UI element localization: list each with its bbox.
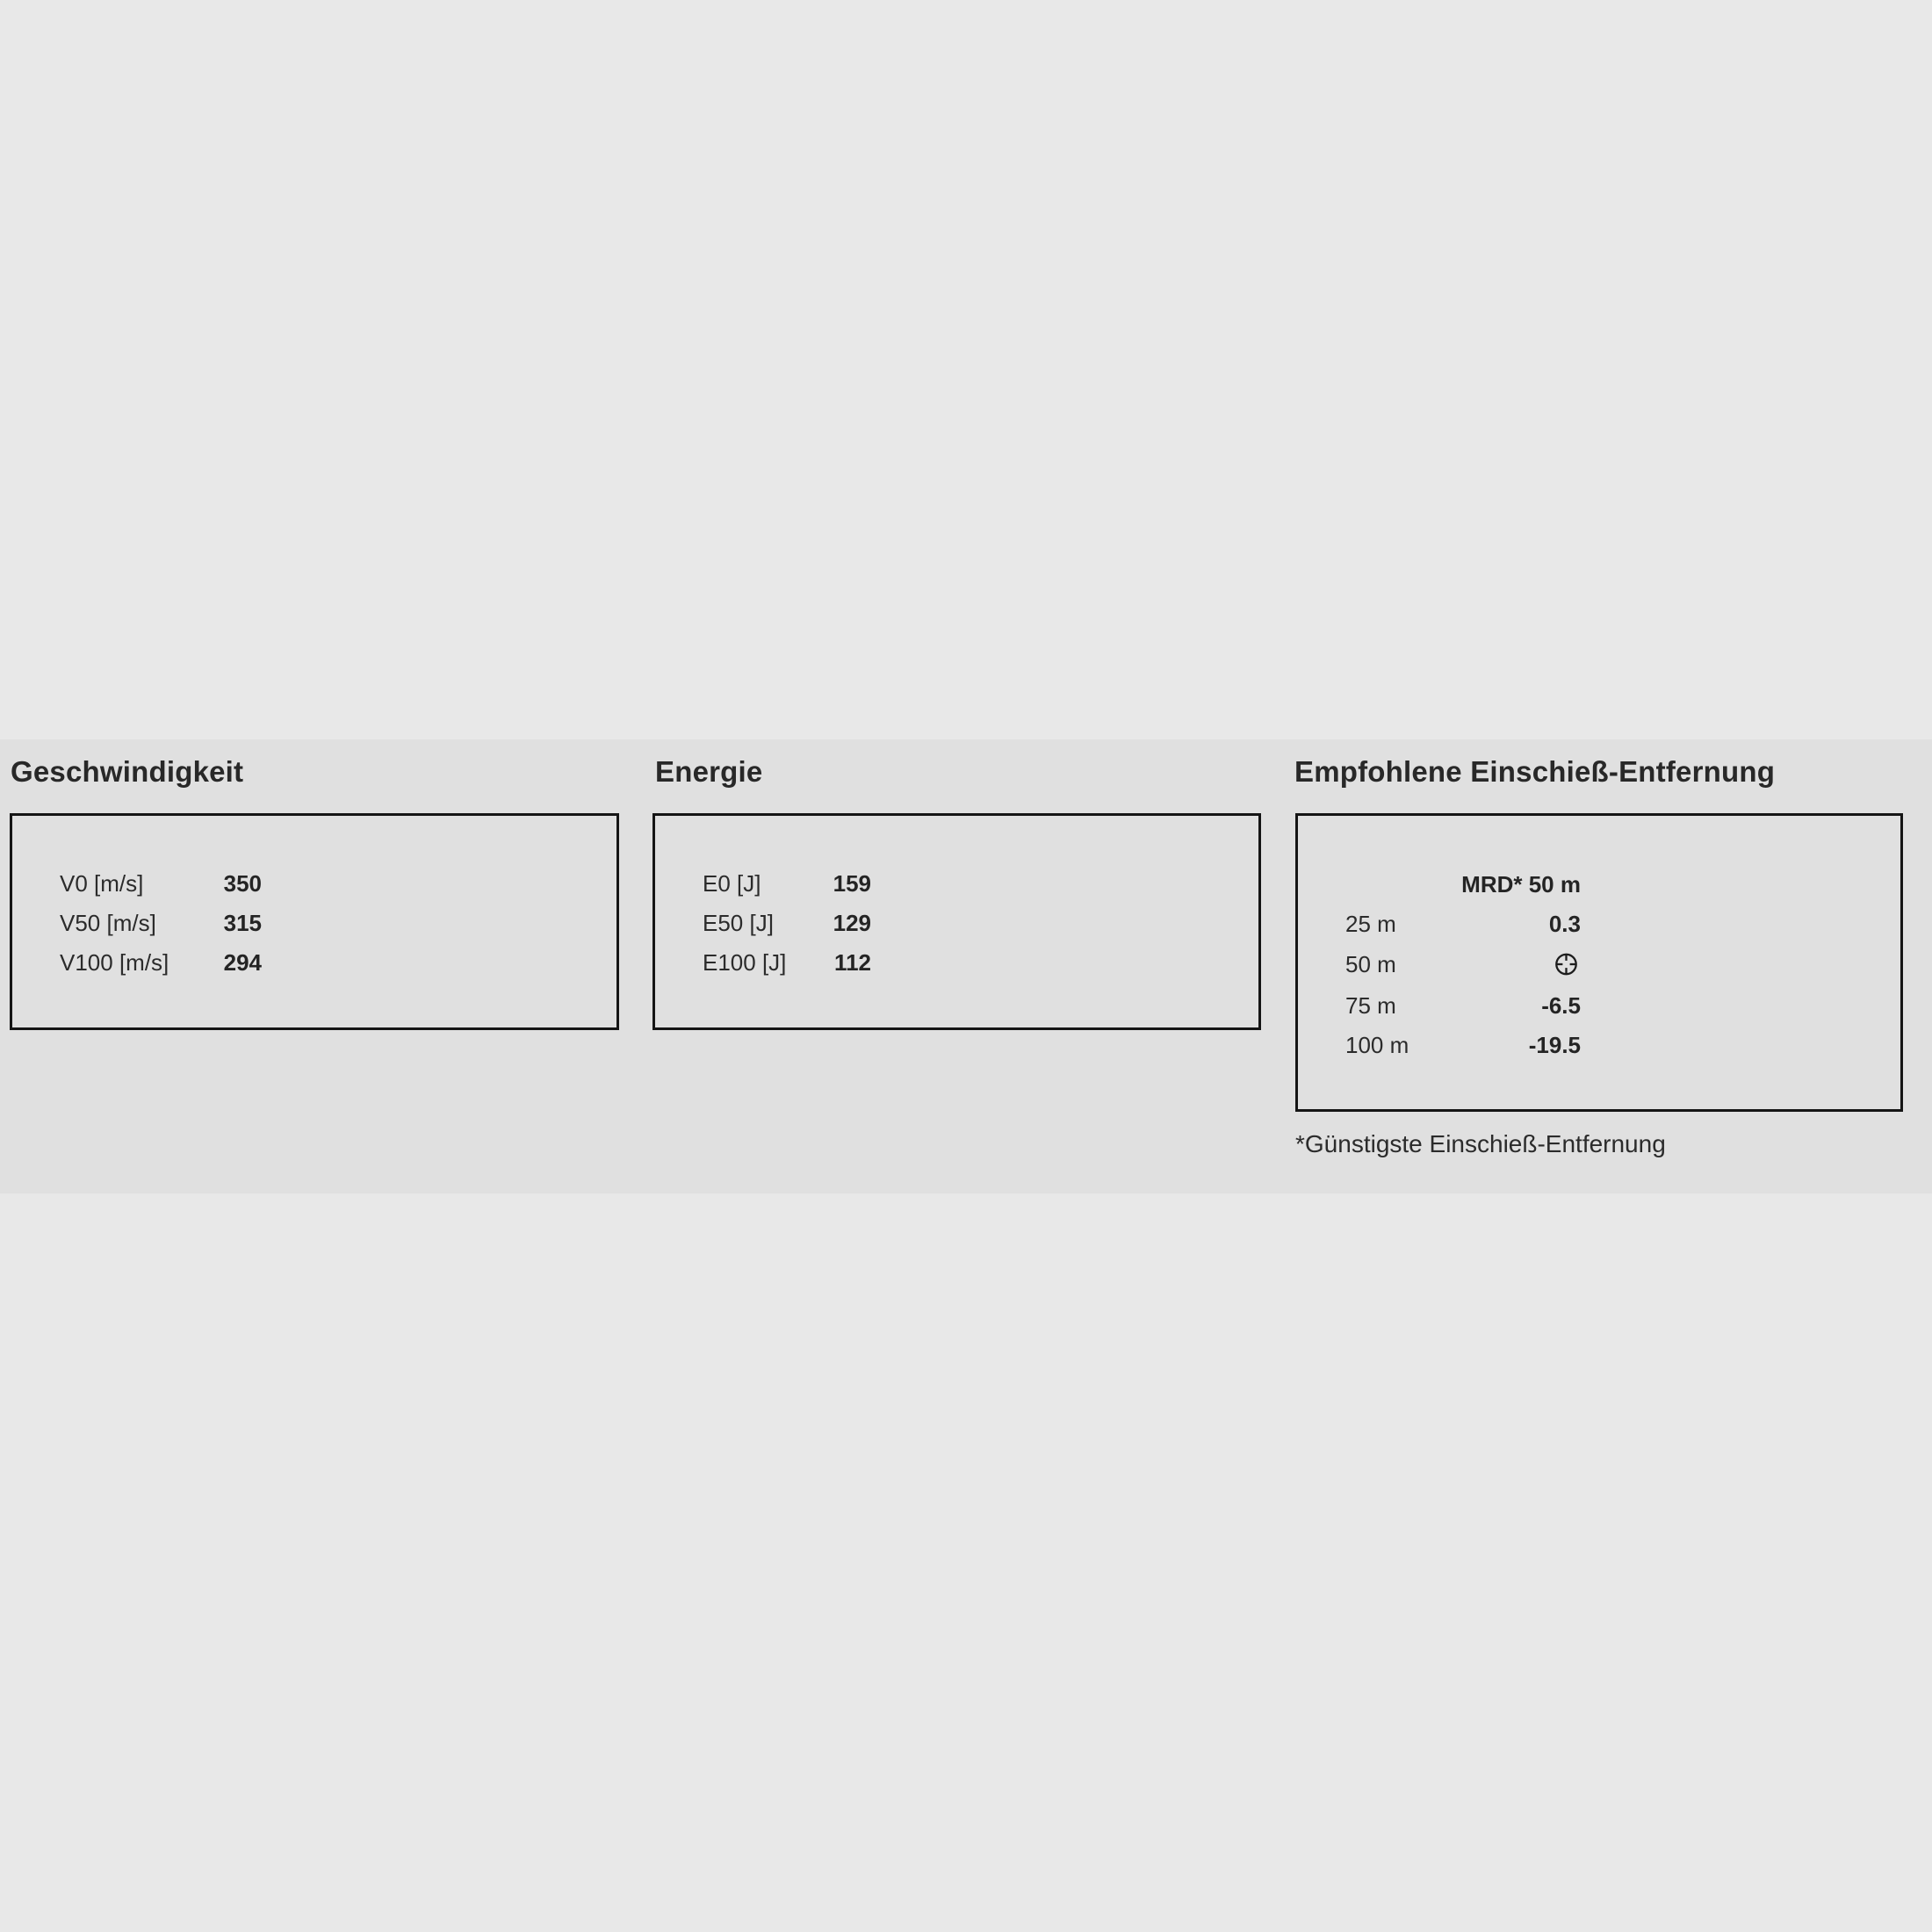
ballistics-data-band: Geschwindigkeit V0 [m/s] 350 V50 [m/s] 3…: [0, 739, 1932, 1193]
table-row: E50 [J] 129: [655, 903, 1258, 942]
zeroing-table: MRD* 50 m 25 m 0.3 50 m 75 m -6.5 100 m …: [1295, 813, 1903, 1112]
reticle-icon: [1555, 953, 1577, 976]
table-row: 25 m 0.3: [1298, 904, 1900, 943]
table-row: 100 m -19.5: [1298, 1025, 1900, 1064]
zeroing-row-label: 25 m: [1345, 910, 1396, 937]
table-row: 75 m -6.5: [1298, 985, 1900, 1025]
table-row: V100 [m/s] 294: [12, 942, 616, 982]
energy-row-label: E50 [J]: [703, 909, 774, 936]
table-row: V50 [m/s] 315: [12, 903, 616, 942]
velocity-row-label: V50 [m/s]: [60, 909, 156, 936]
energy-row-value: 159: [833, 869, 871, 897]
energy-row-value: 129: [833, 909, 871, 936]
table-row: E0 [J] 159: [655, 863, 1258, 903]
zeroing-footnote: *Günstigste Einschieß-Entfernung: [1295, 1130, 1666, 1157]
energy-row-label: E100 [J]: [703, 948, 787, 976]
table-row: E100 [J] 112: [655, 942, 1258, 982]
mrd-column-header: MRD* 50 m: [1461, 870, 1581, 898]
energy-row-value: 112: [834, 948, 871, 976]
zeroing-row-label: 100 m: [1345, 1031, 1409, 1058]
zeroing-row-value: -19.5: [1528, 1031, 1581, 1058]
velocity-section-title: Geschwindigkeit: [11, 755, 244, 788]
table-row: 50 m: [1298, 943, 1900, 985]
energy-row-label: E0 [J]: [703, 869, 761, 897]
table-row: V0 [m/s] 350: [12, 863, 616, 903]
zeroing-row-label: 50 m: [1345, 951, 1396, 977]
energy-table: E0 [J] 159 E50 [J] 129 E100 [J] 112: [652, 813, 1261, 1030]
table-header-row: MRD* 50 m: [1298, 864, 1900, 904]
velocity-row-value: 294: [223, 948, 262, 976]
velocity-row-value: 315: [223, 909, 262, 936]
zeroing-row-value: 0.3: [1548, 910, 1581, 937]
zeroing-row-value: -6.5: [1541, 991, 1581, 1019]
velocity-table: V0 [m/s] 350 V50 [m/s] 315 V100 [m/s] 29…: [10, 813, 619, 1030]
velocity-row-label: V0 [m/s]: [60, 869, 144, 897]
velocity-row-value: 350: [223, 869, 262, 897]
energy-section-title: Energie: [655, 755, 763, 788]
zeroing-row-label: 75 m: [1345, 991, 1396, 1019]
velocity-row-label: V100 [m/s]: [60, 948, 169, 976]
zeroing-section-title: Empfohlene Einschieß-Entfernung: [1294, 755, 1776, 788]
